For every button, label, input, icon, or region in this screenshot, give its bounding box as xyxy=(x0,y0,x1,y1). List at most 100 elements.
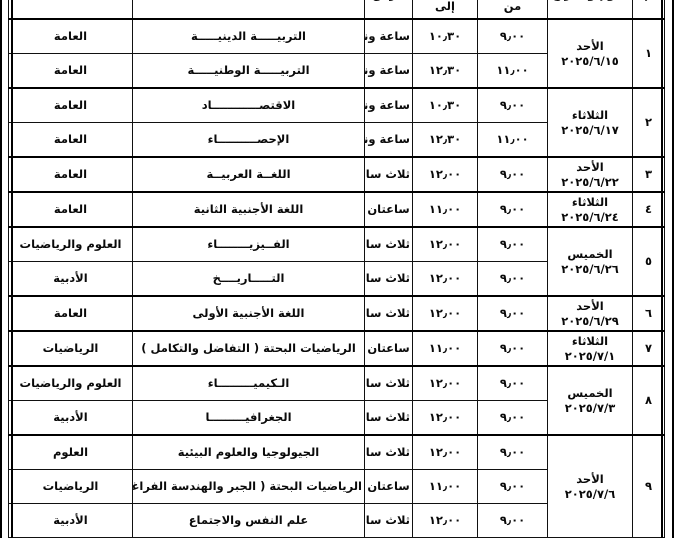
table-header: م اليوم والتاريخ الساعة الزمن المـــــــ… xyxy=(8,0,665,20)
cell-day-of-week: الأحد xyxy=(576,160,604,175)
cell-division: العامة xyxy=(8,87,133,123)
cell-duration: ثلاث ساعات xyxy=(364,365,413,401)
cell-day-of-week: الأحد xyxy=(576,472,604,487)
cell-day-of-week: الخميس xyxy=(567,247,613,262)
cell-date: الخميس ٢٠٢٥/٧/٣ xyxy=(547,365,633,436)
cell-duration: ساعتان xyxy=(364,330,413,367)
cell-time-from: ٩٫٠٠ xyxy=(477,469,548,504)
cell-seq: ٣ xyxy=(632,156,665,193)
cell-time-to: ١٢٫٣٠ xyxy=(412,122,478,158)
cell-seq: ٩ xyxy=(632,434,665,538)
cell-date-value: ٢٠٢٥/٦/٢٤ xyxy=(561,209,619,224)
cell-subject: الفــيزيــــــــاء xyxy=(132,226,365,262)
cell-time-from: ٩٫٠٠ xyxy=(477,365,548,401)
cell-duration: ساعة ونصف xyxy=(364,122,413,158)
cell-seq: ٥ xyxy=(632,226,665,297)
cell-division: العلوم xyxy=(8,434,133,470)
header-subject: المــــــــــادة xyxy=(132,0,365,20)
cell-day-of-week: الثلاثاء xyxy=(571,334,609,349)
cell-seq: ٢ xyxy=(632,87,665,158)
cell-date-value: ٢٠٢٥/٦/٢٩ xyxy=(561,313,619,328)
cell-date-value: ٢٠٢٥/٧/١ xyxy=(564,348,616,363)
cell-day-of-week: الأحد xyxy=(576,39,604,54)
cell-time-from: ٩٫٠٠ xyxy=(477,400,548,436)
cell-subject: علم النفس والاجتماع xyxy=(132,503,365,538)
cell-subject: الرياضيات البحتة ( التفاضل والتكامل ) xyxy=(132,330,365,367)
cell-subject: اللغة الأجنبية الأولى xyxy=(132,295,365,332)
cell-date: الأحد ٢٠٢٥/٧/٦ xyxy=(547,434,633,538)
cell-time-to: ١٢٫٠٠ xyxy=(412,434,478,470)
cell-date-value: ٢٠٢٥/٦/٢٦ xyxy=(561,261,619,276)
cell-date: الأحد ٢٠٢٥/٦/١٥ xyxy=(547,18,633,89)
cell-time-from: ٩٫٠٠ xyxy=(477,18,548,54)
cell-subject: الإحصــــــــــاء xyxy=(132,122,365,158)
cell-time-from: ٩٫٠٠ xyxy=(477,434,548,470)
cell-subject: الجيولوجيا والعلوم البيئية xyxy=(132,434,365,470)
cell-time-to: ١٢٫٠٠ xyxy=(412,261,478,297)
cell-time-from: ٩٫٠٠ xyxy=(477,295,548,332)
cell-division: العامة xyxy=(8,295,133,332)
cell-time-to: ١٢٫٠٠ xyxy=(412,365,478,401)
cell-division: العلوم والرياضيات xyxy=(8,226,133,262)
cell-seq: ١ xyxy=(632,18,665,89)
table-frame-left-border xyxy=(0,0,13,538)
cell-date: الأحد ٢٠٢٥/٦/٢٩ xyxy=(547,295,633,332)
cell-date-value: ٢٠٢٥/٧/٦ xyxy=(564,486,616,501)
cell-time-from: ٩٫٠٠ xyxy=(477,330,548,367)
cell-day-of-week: الثلاثاء xyxy=(571,108,609,123)
cell-duration: ساعتان xyxy=(364,469,413,504)
cell-subject: اللغــة العربيــة xyxy=(132,156,365,193)
exam-schedule-table: م اليوم والتاريخ الساعة الزمن المـــــــ… xyxy=(8,0,665,538)
cell-division: العامة xyxy=(8,122,133,158)
table-frame-right-border xyxy=(661,0,674,538)
cell-date: الأحد ٢٠٢٥/٦/٢٢ xyxy=(547,156,633,193)
cell-time-to: ١٢٫٠٠ xyxy=(412,503,478,538)
cell-day-of-week: الثلاثاء xyxy=(571,195,609,210)
cell-time-to: ١١٫٠٠ xyxy=(412,469,478,504)
cell-division: العامة xyxy=(8,191,133,228)
cell-subject: الاقتصــــــــــــاد xyxy=(132,87,365,123)
header-seq: م xyxy=(632,0,665,20)
cell-division: الرياضيات xyxy=(8,330,133,367)
cell-time-from: ٩٫٠٠ xyxy=(477,87,548,123)
cell-duration: ثلاث ساعات xyxy=(364,434,413,470)
cell-subject: التربيـــــة الدينيـــــة xyxy=(132,18,365,54)
cell-subject: الرياضيات البحتة ( الجبر والهندسة الفراغ… xyxy=(132,469,365,504)
cell-division: الأدبية xyxy=(8,503,133,538)
cell-duration: ساعة ونصف xyxy=(364,18,413,54)
cell-time-to: ١٢٫٠٠ xyxy=(412,156,478,193)
header-from: من xyxy=(477,0,548,20)
cell-time-to: ١٠٫٣٠ xyxy=(412,18,478,54)
cell-seq: ٦ xyxy=(632,295,665,332)
cell-time-to: ١٠٫٣٠ xyxy=(412,87,478,123)
cell-date-value: ٢٠٢٥/٦/١٥ xyxy=(561,53,619,68)
cell-time-from: ٩٫٠٠ xyxy=(477,156,548,193)
cell-duration: ثلاث ساعات xyxy=(364,503,413,538)
cell-time-from: ٩٫٠٠ xyxy=(477,503,548,538)
header-date: اليوم والتاريخ xyxy=(547,0,633,20)
cell-date: الثلاثاء ٢٠٢٥/٦/٢٤ xyxy=(547,191,633,228)
cell-date: الخميس ٢٠٢٥/٦/٢٦ xyxy=(547,226,633,297)
cell-seq: ٨ xyxy=(632,365,665,436)
cell-time-to: ١١٫٠٠ xyxy=(412,191,478,228)
cell-division: الأدبية xyxy=(8,261,133,297)
cell-day-of-week: الأحد xyxy=(576,299,604,314)
cell-day-of-week: الخميس xyxy=(567,386,613,401)
cell-subject: اللغة الأجنبية الثانية xyxy=(132,191,365,228)
cell-seq: ٤ xyxy=(632,191,665,228)
table-row: ٧ الثلاثاء ٢٠٢٥/٧/١ ٩٫٠٠ ١١٫٠٠ ساعتان الرياضيا… xyxy=(8,330,665,367)
cell-date: الثلاثاء ٢٠٢٥/٦/١٧ xyxy=(547,87,633,158)
cell-time-from: ١١٫٠٠ xyxy=(477,53,548,89)
table-row: ٤ الثلاثاء ٢٠٢٥/٦/٢٤ ٩٫٠٠ ١١٫٠٠ ساعتان اللغة ا… xyxy=(8,191,665,228)
cell-division: العامة xyxy=(8,53,133,89)
header-row-bottom: من إلى xyxy=(9,0,665,20)
